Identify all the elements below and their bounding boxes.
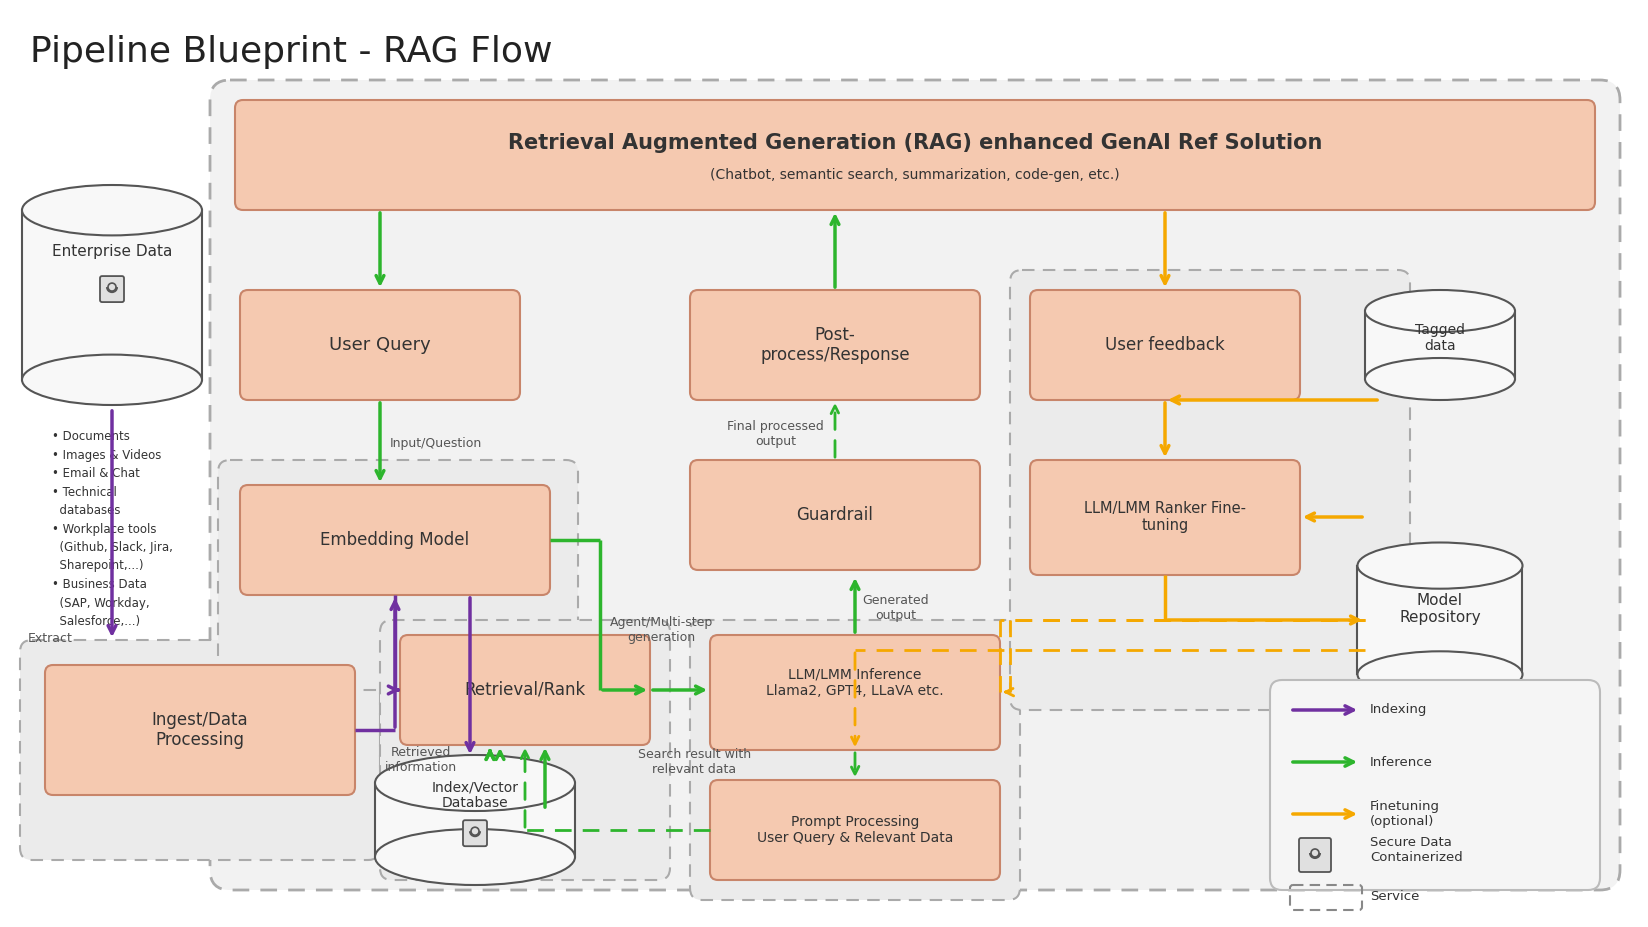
Ellipse shape (1358, 652, 1523, 697)
Ellipse shape (1358, 542, 1523, 589)
Text: Extract: Extract (28, 631, 73, 644)
Text: Finetuning
(optional): Finetuning (optional) (1369, 800, 1440, 828)
FancyBboxPatch shape (44, 665, 354, 795)
Circle shape (471, 827, 480, 835)
Text: Service: Service (1369, 891, 1419, 904)
FancyBboxPatch shape (463, 820, 488, 846)
FancyBboxPatch shape (241, 485, 550, 595)
FancyBboxPatch shape (236, 100, 1595, 210)
Text: LLM/LMM Inference
Llama2, GPT4, LLaVA etc.: LLM/LMM Inference Llama2, GPT4, LLaVA et… (766, 667, 944, 698)
Circle shape (1312, 849, 1318, 857)
Text: Index/Vector
Database: Index/Vector Database (432, 781, 519, 810)
Text: Generated
output: Generated output (862, 594, 928, 622)
Bar (1358, 565, 1523, 675)
Ellipse shape (21, 355, 203, 405)
Bar (376, 783, 575, 857)
Text: Retrieval/Rank: Retrieval/Rank (465, 681, 585, 699)
Bar (1365, 311, 1515, 379)
FancyBboxPatch shape (710, 780, 1000, 880)
Text: User Query: User Query (330, 336, 430, 354)
Circle shape (109, 283, 115, 291)
Text: Enterprise Data: Enterprise Data (51, 244, 171, 259)
FancyBboxPatch shape (381, 620, 671, 880)
Text: User feedback: User feedback (1106, 336, 1224, 354)
Text: Model
Repository: Model Repository (1399, 593, 1482, 626)
Text: Pipeline Blueprint - RAG Flow: Pipeline Blueprint - RAG Flow (30, 35, 552, 69)
Ellipse shape (1365, 290, 1515, 332)
Text: Embedding Model: Embedding Model (320, 531, 470, 549)
FancyBboxPatch shape (1030, 290, 1300, 400)
Text: Prompt Processing
User Query & Relevant Data: Prompt Processing User Query & Relevant … (756, 815, 953, 845)
FancyBboxPatch shape (710, 635, 1000, 750)
Ellipse shape (21, 185, 203, 235)
Ellipse shape (1365, 358, 1515, 400)
Text: Agent/Multi-step
generation: Agent/Multi-step generation (610, 616, 714, 644)
Text: Final processed
output: Final processed output (727, 420, 824, 448)
FancyBboxPatch shape (218, 460, 578, 690)
Text: Inference: Inference (1369, 756, 1432, 768)
Text: Input/Question: Input/Question (391, 437, 483, 450)
Ellipse shape (376, 755, 575, 811)
FancyBboxPatch shape (209, 80, 1620, 890)
Text: Post-
process/Response: Post- process/Response (760, 325, 910, 364)
FancyBboxPatch shape (691, 290, 981, 400)
FancyBboxPatch shape (1271, 680, 1600, 890)
Text: Tagged
data: Tagged data (1416, 324, 1465, 353)
Text: Search result with
relevant data: Search result with relevant data (638, 748, 751, 776)
FancyBboxPatch shape (400, 635, 649, 745)
Ellipse shape (376, 829, 575, 885)
Text: LLM/LMM Ranker Fine-
tuning: LLM/LMM Ranker Fine- tuning (1084, 501, 1246, 533)
Text: Indexing: Indexing (1369, 704, 1427, 717)
Text: Ingest/Data
Processing: Ingest/Data Processing (152, 711, 249, 749)
FancyBboxPatch shape (20, 640, 381, 860)
Bar (21, 210, 203, 380)
FancyBboxPatch shape (1010, 270, 1411, 710)
Text: • Documents
• Images & Videos
• Email & Chat
• Technical
  databases
• Workplace: • Documents • Images & Videos • Email & … (51, 430, 173, 628)
FancyBboxPatch shape (691, 460, 981, 570)
FancyBboxPatch shape (691, 620, 1020, 900)
Text: Guardrail: Guardrail (796, 506, 873, 524)
FancyBboxPatch shape (101, 276, 124, 302)
Text: Secure Data
Containerized: Secure Data Containerized (1369, 836, 1463, 864)
Text: (Chatbot, semantic search, summarization, code-gen, etc.): (Chatbot, semantic search, summarization… (710, 168, 1119, 182)
FancyBboxPatch shape (1030, 460, 1300, 575)
FancyBboxPatch shape (1299, 838, 1332, 872)
FancyBboxPatch shape (241, 290, 521, 400)
Text: Retrieved
information: Retrieved information (386, 746, 456, 774)
Text: Retrieval Augmented Generation (RAG) enhanced GenAI Ref Solution: Retrieval Augmented Generation (RAG) enh… (508, 133, 1322, 153)
